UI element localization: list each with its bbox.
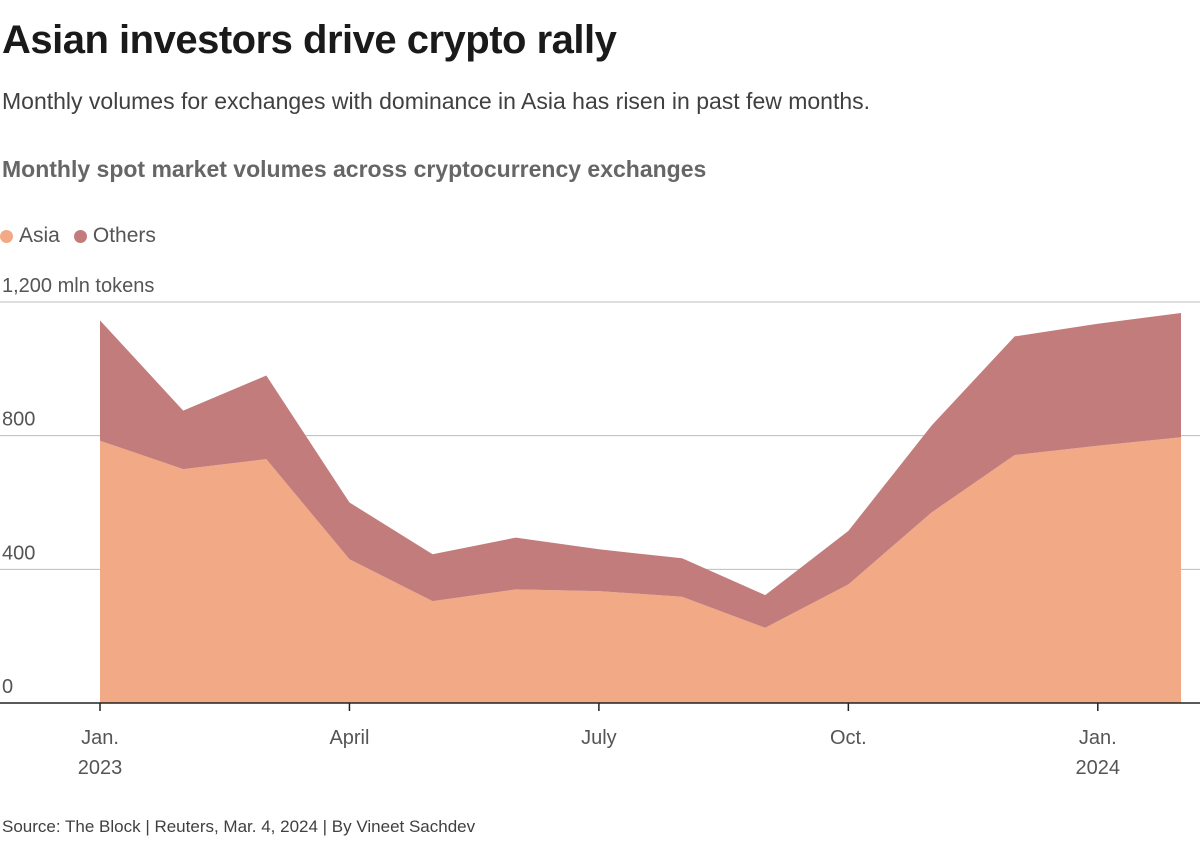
x-tick-label-2023-10: Oct.: [830, 727, 867, 749]
chart-title: Asian investors drive crypto rally: [2, 18, 617, 62]
x-tick-year-2023-01: 2023: [78, 757, 123, 779]
x-tick-label-2023-01: Jan.: [81, 727, 119, 749]
legend-label-asia: Asia: [19, 224, 60, 247]
legend: Asia Others: [0, 224, 170, 248]
source-note: Source: The Block | Reuters, Mar. 4, 202…: [2, 817, 476, 836]
legend-item-asia: Asia: [0, 224, 60, 248]
y-tick-label-800: 800: [2, 409, 35, 431]
legend-label-others: Others: [92, 224, 156, 247]
x-tick-label-2024-01: Jan.: [1079, 727, 1117, 749]
chart-heading: Monthly spot market volumes across crypt…: [2, 156, 707, 182]
area-series-others: [100, 313, 1181, 628]
stacked-area-chart: 0 400 800 1,200 mln tokens Jan. 2023 April Jul…: [0, 275, 1200, 779]
y-tick-label-400: 400: [2, 542, 35, 564]
legend-swatch-others: [73, 229, 87, 243]
x-tick-label-2023-04: April: [329, 727, 369, 749]
x-tick-label-2023-07: July: [581, 727, 617, 749]
x-tick-year-2024-01: 2024: [1076, 757, 1121, 779]
area-series-asia: [100, 437, 1181, 703]
chart-subtitle: Monthly volumes for exchanges with domin…: [2, 88, 871, 114]
legend-item-others: Others: [73, 224, 156, 248]
y-tick-label-0: 0: [2, 676, 13, 698]
legend-swatch-asia: [0, 229, 13, 243]
y-tick-label-1200: 1,200 mln tokens: [2, 275, 154, 297]
